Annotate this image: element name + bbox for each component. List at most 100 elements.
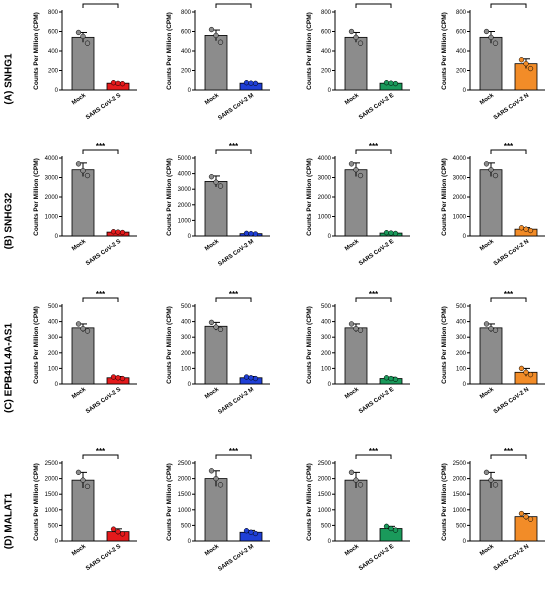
data-point xyxy=(248,231,254,237)
y-tick-label: 4000 xyxy=(453,156,467,162)
x-tick-label: SARS CoV-2 E xyxy=(358,387,395,415)
row-label-a: (A) SNHG1 xyxy=(3,53,15,105)
bar-chart: Counts Per Million (CPM) 0 500 1000 1500 2000… xyxy=(33,447,137,572)
y-tick-label: 3000 xyxy=(453,176,467,182)
y-axis-label: Counts Per Million (CPM) xyxy=(441,158,448,236)
data-point xyxy=(115,229,121,235)
y-tick-label: 1500 xyxy=(178,492,192,498)
significance-bracket xyxy=(215,454,252,459)
y-tick-label: 1000 xyxy=(45,508,59,514)
x-tick-label: Mock xyxy=(479,238,496,252)
data-point xyxy=(518,510,525,517)
y-tick-label: 2000 xyxy=(453,195,467,201)
x-tick-label: Mock xyxy=(71,386,88,400)
bar-chart: Counts Per Million (CPM) 0 200 400 600 800 Moc… xyxy=(306,0,410,121)
y-tick-label: 0 xyxy=(55,539,59,545)
data-point xyxy=(80,33,86,40)
data-point xyxy=(115,375,121,381)
row-label-c: (C) EPB41L4A-AS1 xyxy=(3,322,15,414)
chart-panel: Counts Per Million (CPM) 0 100 200 300 400 500… xyxy=(32,290,152,438)
x-tick-label: SARS CoV-2 N xyxy=(493,239,530,268)
y-tick-label: 200 xyxy=(48,69,59,75)
y-tick-label: 400 xyxy=(321,320,332,326)
data-point xyxy=(213,324,219,330)
y-tick-label: 0 xyxy=(55,88,59,94)
data-point xyxy=(492,482,499,488)
data-point xyxy=(110,229,117,235)
y-tick-label: 1500 xyxy=(45,492,59,498)
data-point xyxy=(353,325,359,332)
x-tick-label: Mock xyxy=(479,543,496,557)
significance-bracket xyxy=(215,149,252,154)
x-tick-label: Mock xyxy=(344,386,361,400)
y-tick-label: 300 xyxy=(181,335,192,341)
data-point xyxy=(243,80,250,86)
y-tick-label: 500 xyxy=(456,304,467,310)
y-tick-label: 300 xyxy=(48,335,59,341)
y-tick-label: 0 xyxy=(328,234,332,240)
y-tick-label: 400 xyxy=(456,320,467,326)
significance-stars: *** xyxy=(96,142,106,151)
y-tick-label: 500 xyxy=(321,523,332,529)
data-point xyxy=(518,57,525,63)
y-tick-label: 200 xyxy=(456,351,467,357)
y-tick-label: 3000 xyxy=(318,176,332,182)
y-tick-label: 1000 xyxy=(453,215,467,221)
y-tick-label: 500 xyxy=(181,304,192,310)
data-point xyxy=(357,40,364,46)
data-point xyxy=(348,321,355,327)
y-tick-label: 800 xyxy=(48,10,59,16)
y-tick-label: 3000 xyxy=(45,176,59,182)
x-tick-label: Mock xyxy=(344,238,361,252)
bar xyxy=(479,479,503,542)
y-tick-label: 2500 xyxy=(318,461,332,467)
significance-stars: *** xyxy=(369,0,379,5)
x-tick-label: Mock xyxy=(479,386,496,400)
bar xyxy=(479,327,503,385)
data-point xyxy=(217,183,224,189)
chart-panel: Counts Per Million (CPM) 0 100 200 300 400 500… xyxy=(305,290,425,438)
y-axis-label: Counts Per Million (CPM) xyxy=(441,12,448,90)
data-point xyxy=(252,80,259,87)
y-tick-label: 0 xyxy=(328,88,332,94)
y-tick-label: 2000 xyxy=(45,195,59,201)
data-point xyxy=(213,179,219,185)
y-axis-label: Counts Per Million (CPM) xyxy=(306,12,313,90)
y-tick-label: 100 xyxy=(181,366,192,372)
significance-stars: *** xyxy=(369,290,379,299)
x-tick-label: SARS CoV-2 N xyxy=(493,544,530,573)
y-tick-label: 400 xyxy=(181,320,192,326)
y-tick-label: 0 xyxy=(55,234,59,240)
significance-bracket xyxy=(82,297,119,302)
significance-stars: *** xyxy=(229,290,239,299)
y-tick-label: 5000 xyxy=(178,156,192,162)
data-point xyxy=(84,483,91,490)
bar-chart: Counts Per Million (CPM) 0 100 200 300 400 500… xyxy=(441,290,545,415)
bar xyxy=(344,169,368,237)
bar-chart: Counts Per Million (CPM) 0 100 200 300 400 500… xyxy=(306,290,410,415)
y-tick-label: 300 xyxy=(456,335,467,341)
y-tick-label: 0 xyxy=(463,88,467,94)
data-point xyxy=(483,28,490,35)
chart-panel: Counts Per Million (CPM) 0 200 400 600 800 Moc… xyxy=(305,0,425,144)
y-tick-label: 2000 xyxy=(453,477,467,483)
bar xyxy=(71,327,95,385)
bar-chart: Counts Per Million (CPM) 0 100 200 300 400 500… xyxy=(33,290,137,415)
x-tick-label: Mock xyxy=(204,92,221,106)
y-tick-label: 1000 xyxy=(453,508,467,514)
bar xyxy=(344,479,368,542)
data-point xyxy=(483,469,490,476)
data-point xyxy=(518,225,525,231)
bar xyxy=(71,36,95,91)
y-tick-label: 200 xyxy=(48,351,59,357)
significance-bracket xyxy=(355,3,392,8)
x-tick-label: SARS CoV-2 M xyxy=(217,93,255,122)
data-point xyxy=(488,477,494,483)
bar-chart: Counts Per Million (CPM) 0 100 200 300 400 500… xyxy=(166,290,270,416)
data-point xyxy=(388,525,394,532)
data-point xyxy=(353,477,359,483)
y-axis-label: Counts Per Million (CPM) xyxy=(166,12,173,90)
y-tick-label: 200 xyxy=(181,69,192,75)
x-tick-label: Mock xyxy=(71,543,88,557)
data-point xyxy=(248,529,254,535)
